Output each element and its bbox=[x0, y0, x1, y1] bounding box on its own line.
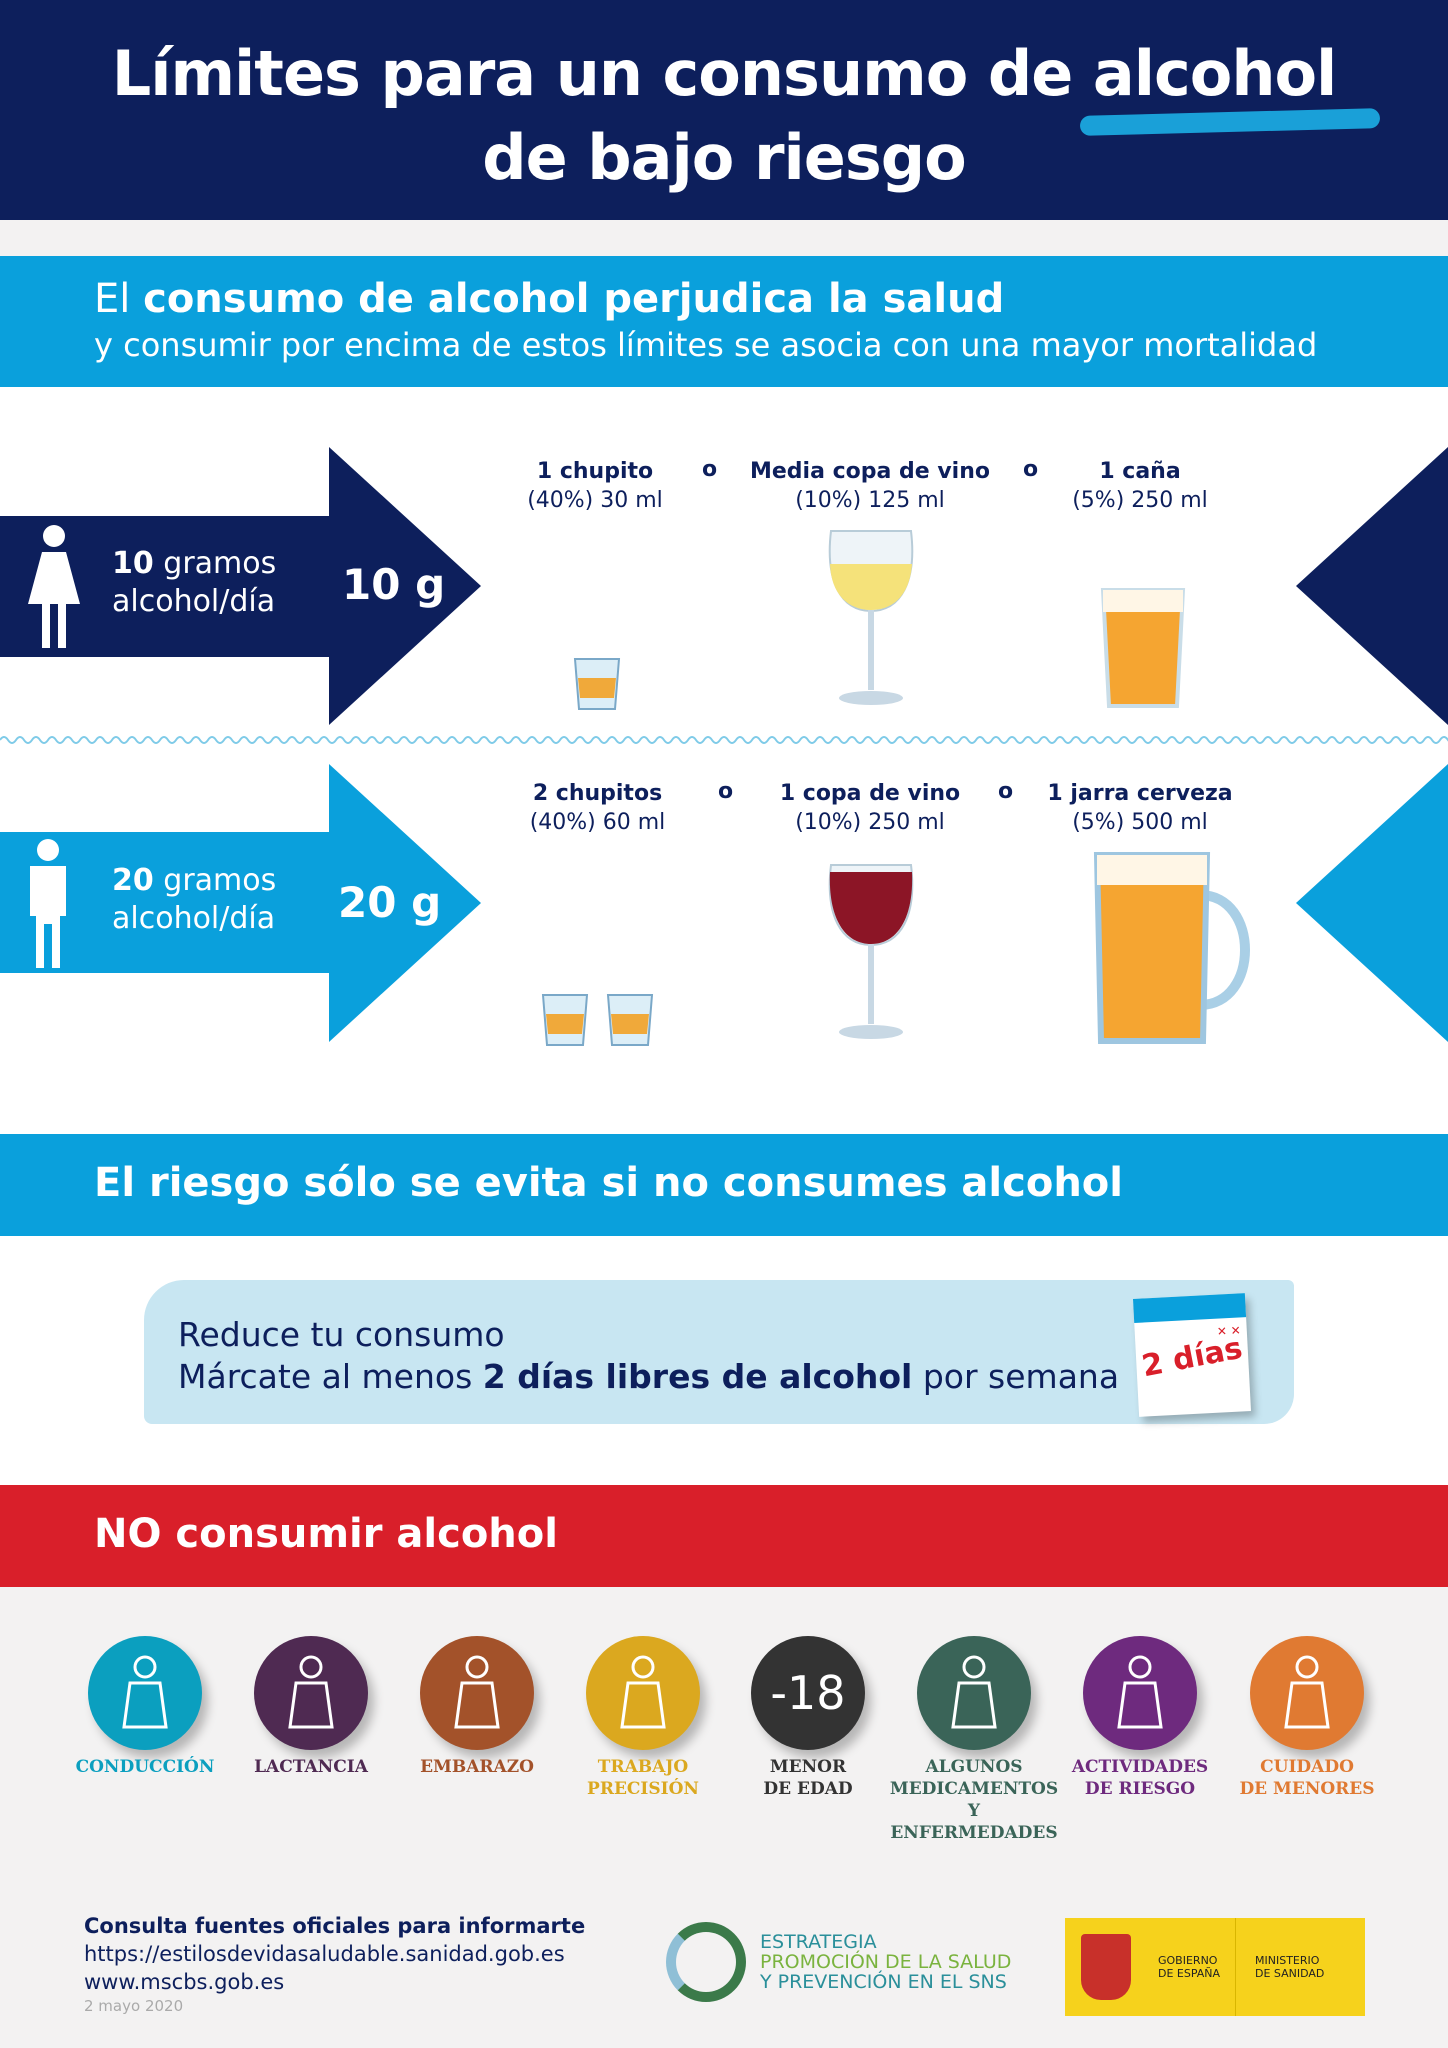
breastfeeding-icon bbox=[254, 1636, 368, 1750]
page-title: Límites para un consumo de alcohol de ba… bbox=[0, 0, 1448, 220]
beer-mug-icon bbox=[1093, 852, 1250, 1044]
icon-label: CUIDADO DE MENORES bbox=[1239, 1757, 1375, 1799]
child-care-icon bbox=[1250, 1636, 1364, 1750]
men-right-arrow bbox=[1296, 764, 1448, 1042]
woman-icon bbox=[28, 525, 80, 648]
icon-label: ACTIVIDADES DE RIESGO bbox=[1071, 1757, 1209, 1799]
icon-label: ALGUNOS MEDICAMENTOS Y ENFERMEDADES bbox=[889, 1757, 1059, 1843]
icon-label: CONDUCCIÓN bbox=[75, 1757, 215, 1777]
drink-label: 2 chupitos (40%) 60 ml bbox=[529, 781, 666, 835]
drink-label: 1 copa de vino (10%) 250 ml bbox=[779, 781, 961, 835]
drink-label: 1 chupito (40%) 30 ml bbox=[527, 459, 663, 513]
shot-glass-icon bbox=[541, 994, 589, 1046]
shot-glass-icon bbox=[606, 994, 654, 1046]
risk-activity-icon bbox=[1083, 1636, 1197, 1750]
minus-18-icon: -18 bbox=[751, 1636, 865, 1750]
url-link[interactable]: www.mscbs.gob.es bbox=[84, 1970, 285, 1994]
medication-icon bbox=[917, 1636, 1031, 1750]
driving-icon bbox=[88, 1636, 202, 1750]
icon-label: TRABAJO PRECISIÓN bbox=[587, 1757, 699, 1799]
drink-label: Media copa de vino (10%) 125 ml bbox=[749, 459, 990, 513]
white-wine-glass-icon bbox=[828, 530, 914, 705]
url-link[interactable]: https://estilosdevidasaludable.sanidad.g… bbox=[84, 1942, 565, 1966]
coat-of-arms-icon bbox=[1081, 1934, 1131, 2000]
women-arrowhead bbox=[329, 447, 481, 725]
calendar-icon: ✕ ✕ 2 días bbox=[1132, 1293, 1252, 1417]
icon-label: MENOR DE EDAD bbox=[763, 1757, 853, 1799]
icon-label: EMBARAZO bbox=[420, 1757, 534, 1777]
forklift-icon bbox=[586, 1636, 700, 1750]
beer-glass-icon bbox=[1100, 588, 1186, 708]
footer-sources: Consulta fuentes oficiales para informar… bbox=[84, 1914, 586, 2015]
reduce-message: Reduce tu consumo Márcate al menos 2 día… bbox=[144, 1280, 1294, 1424]
risk-banner: El riesgo sólo se evita si no consumes a… bbox=[0, 1134, 1448, 1236]
men-arrowhead bbox=[329, 764, 481, 1042]
shot-glass-icon bbox=[573, 658, 621, 710]
government-logo: GOBIERNO DE ESPAÑA MINISTERIO DE SANIDAD bbox=[1065, 1918, 1365, 2016]
pregnancy-icon bbox=[420, 1636, 534, 1750]
man-icon bbox=[30, 839, 66, 968]
strategy-logo bbox=[666, 1922, 746, 2002]
intro-banner: El consumo de alcohol perjudica la salud… bbox=[0, 256, 1448, 387]
drink-label: 1 caña (5%) 250 ml bbox=[1072, 459, 1208, 513]
drink-label: 1 jarra cerveza (5%) 500 ml bbox=[1047, 781, 1233, 835]
wave-divider bbox=[0, 736, 1448, 744]
no-consume-banner: NO consumir alcohol bbox=[0, 1485, 1448, 1587]
red-wine-glass-icon bbox=[828, 864, 914, 1039]
women-right-arrow bbox=[1296, 447, 1448, 725]
icon-label: LACTANCIA bbox=[254, 1757, 368, 1777]
